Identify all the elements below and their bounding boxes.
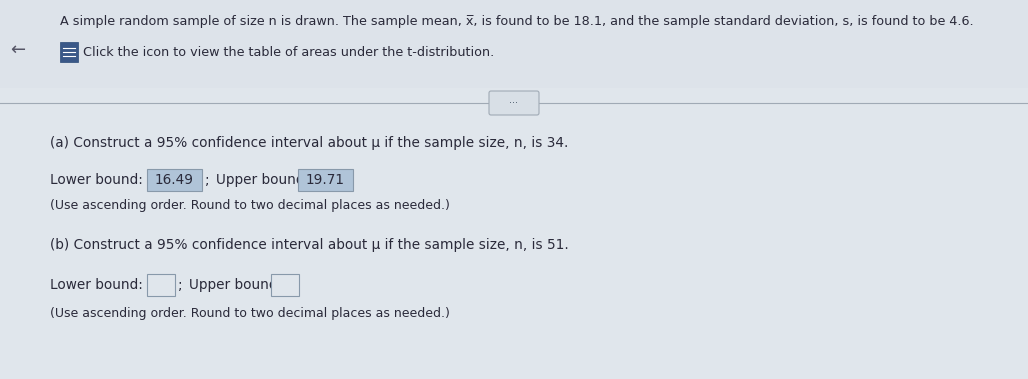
Text: (Use ascending order. Round to two decimal places as needed.): (Use ascending order. Round to two decim… (50, 307, 450, 319)
Text: ···: ··· (510, 98, 518, 108)
Text: A simple random sample of size n is drawn. The sample mean, x̅, is found to be 1: A simple random sample of size n is draw… (60, 16, 974, 28)
Text: 16.49: 16.49 (154, 173, 193, 187)
FancyBboxPatch shape (489, 91, 539, 115)
Text: (b) Construct a 95% confidence interval about μ if the sample size, n, is 51.: (b) Construct a 95% confidence interval … (50, 238, 568, 252)
Text: ←: ← (10, 41, 26, 59)
Text: Upper bound:: Upper bound: (189, 278, 282, 292)
Text: 19.71: 19.71 (305, 173, 344, 187)
Text: Upper bound:: Upper bound: (216, 173, 309, 187)
Text: ;: ; (205, 173, 210, 187)
Text: (a) Construct a 95% confidence interval about μ if the sample size, n, is 34.: (a) Construct a 95% confidence interval … (50, 136, 568, 150)
Text: Click the icon to view the table of areas under the t-distribution.: Click the icon to view the table of area… (83, 45, 494, 58)
Text: Lower bound:: Lower bound: (50, 173, 143, 187)
Bar (0, 0, 1028, 88)
Text: ;: ; (178, 278, 183, 292)
Text: Lower bound:: Lower bound: (50, 278, 143, 292)
Bar (298, 169, 353, 191)
Bar (60, 42, 78, 62)
Bar (147, 169, 201, 191)
Bar (271, 274, 299, 296)
Bar (147, 274, 175, 296)
Text: (Use ascending order. Round to two decimal places as needed.): (Use ascending order. Round to two decim… (50, 199, 450, 211)
